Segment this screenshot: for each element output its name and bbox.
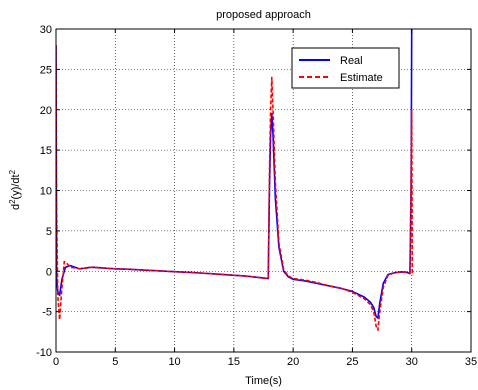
x-tick-label: 20 (287, 356, 299, 368)
y-tick-label: 20 (40, 105, 52, 117)
y-axis-label: d2(y)/dt2 (8, 169, 23, 210)
series-line-estimate (56, 45, 414, 331)
x-tick-label: 5 (112, 356, 118, 368)
x-tick-label: 15 (228, 356, 240, 368)
legend: Real Estimate (291, 47, 400, 89)
series-group (56, 29, 414, 331)
x-tick-label: 25 (346, 356, 358, 368)
series-line-real (56, 29, 413, 319)
y-tick-label: 5 (46, 226, 52, 238)
x-tick-label: 10 (168, 356, 180, 368)
grid (56, 29, 471, 352)
x-tick-label: 35 (465, 356, 477, 368)
tick-group: 0 5 10 15 20 25 30 35 -10 -5 0 5 10 15 20 25 30 (36, 24, 477, 368)
x-tick-label: 30 (406, 356, 418, 368)
y-tick-label: 25 (40, 64, 52, 76)
legend-label-real: Real (340, 55, 363, 67)
y-tick-label: 30 (40, 24, 52, 36)
y-tick-label: -10 (36, 347, 52, 359)
y-tick-label: -5 (42, 307, 52, 319)
x-tick-label: 0 (53, 356, 59, 368)
y-tick-label: 15 (40, 145, 52, 157)
y-tick-label: 0 (46, 266, 52, 278)
legend-box (291, 47, 400, 89)
x-axis-label: Time(s) (245, 375, 282, 387)
legend-label-estimate: Estimate (340, 72, 383, 84)
chart-title: proposed approach (216, 9, 311, 21)
y-tick-label: 10 (40, 186, 52, 198)
